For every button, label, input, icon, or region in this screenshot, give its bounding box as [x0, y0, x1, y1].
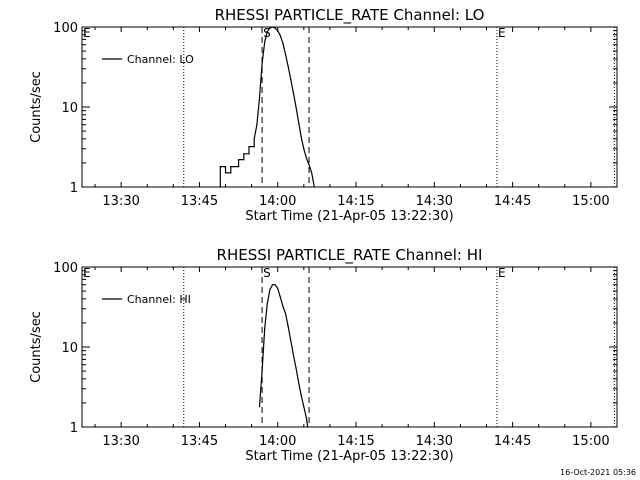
data-point [300, 394, 302, 396]
chart-title: RHESSI PARTICLE_RATE Channel: HI [217, 246, 483, 265]
data-point [292, 92, 294, 94]
x-tick-label: 14:00 [259, 194, 296, 209]
data-point [230, 166, 232, 168]
data-point [277, 287, 279, 289]
data-point [274, 284, 276, 286]
data-point [271, 284, 274, 286]
data-point [285, 54, 287, 56]
y-axis-label: Counts/sec [29, 71, 44, 143]
data-point [253, 146, 255, 148]
data-point [292, 354, 294, 356]
data-point [258, 97, 261, 99]
x-tick-label: 14:45 [494, 194, 531, 209]
data-point [238, 166, 240, 168]
data-point [279, 296, 281, 298]
data-point [305, 157, 307, 159]
data-point [295, 106, 297, 108]
x-tick-label: 13:30 [102, 434, 139, 449]
data-point [219, 186, 221, 188]
data-point [303, 148, 305, 150]
marker-e: E [498, 266, 506, 280]
data-point [219, 166, 221, 168]
x-tick-label: 14:00 [259, 434, 296, 449]
data-point [311, 172, 313, 174]
data-point [264, 328, 266, 330]
data-point [269, 289, 271, 291]
data-point [277, 30, 279, 32]
x-tick-label: 13:45 [181, 194, 218, 209]
data-point [238, 159, 240, 161]
x-tick-label: 14:45 [494, 434, 531, 449]
data-point [271, 26, 274, 28]
marker-e: E [498, 26, 506, 40]
marker-e: E [83, 266, 91, 280]
data-point [298, 381, 300, 384]
data-point [295, 367, 297, 369]
data-point [298, 121, 300, 123]
data-point [287, 326, 289, 328]
data-point [285, 313, 287, 315]
data-point [266, 30, 268, 32]
series-line [258, 284, 309, 428]
data-point [243, 153, 245, 155]
data-point [253, 138, 255, 140]
x-tick-label: 15:00 [572, 194, 609, 209]
x-tick-label: 14:30 [416, 194, 453, 209]
data-point [224, 166, 227, 168]
chart-title: RHESSI PARTICLE_RATE Channel: LO [215, 6, 485, 25]
data-point [313, 186, 315, 188]
data-point [264, 41, 266, 43]
data-point [258, 406, 261, 408]
data-point [256, 124, 258, 126]
plot-frame [81, 266, 618, 428]
chart-panel-hi: RHESSI PARTICLE_RATE Channel: HI 13:30 13:… [29, 246, 618, 464]
footer-timestamp: 16-Oct-2021 05:36 [560, 468, 636, 477]
data-point [290, 340, 292, 342]
legend-label: Channel: HI [127, 293, 191, 306]
data-point [248, 146, 250, 148]
data-point [266, 302, 268, 305]
data-point [300, 136, 302, 138]
y-tick-label: 100 [53, 261, 78, 276]
legend-label: Channel: LO [127, 53, 194, 66]
data-point [307, 426, 309, 428]
y-tick-label: 1 [70, 421, 78, 436]
data-point [303, 406, 305, 408]
chart-panel-lo: RHESSI PARTICLE_RATE Channel: LO 13:30 13:… [29, 6, 618, 224]
data-point [230, 172, 232, 174]
data-point [269, 27, 271, 29]
data-point [308, 164, 310, 166]
x-tick-label: 13:30 [102, 194, 139, 209]
data-point [248, 153, 250, 155]
x-tick-label: 14:30 [416, 434, 453, 449]
plot-frame [81, 26, 618, 188]
x-axis-label: Start Time (21-Apr-05 13:22:30) [245, 449, 453, 464]
series-line [219, 26, 315, 188]
x-tick-label: 14:15 [337, 434, 374, 449]
y-axis-label: Counts/sec [29, 311, 44, 383]
data-point [243, 159, 245, 161]
x-tick-label: 13:45 [181, 434, 218, 449]
marker-s: S [263, 266, 271, 280]
data-point [274, 27, 276, 29]
data-point [305, 417, 307, 419]
data-point [287, 66, 289, 68]
data-point [282, 43, 284, 45]
data-point [261, 370, 263, 372]
y-tick-label: 10 [61, 101, 78, 116]
data-point [282, 306, 284, 308]
y-tick-label: 1 [70, 181, 78, 196]
data-point [279, 35, 281, 37]
x-axis-label: Start Time (21-Apr-05 13:22:30) [245, 209, 453, 224]
y-tick-label: 100 [53, 21, 78, 36]
y-tick-label: 10 [61, 341, 78, 356]
x-tick-label: 14:15 [337, 194, 374, 209]
data-point [224, 172, 227, 174]
marker-e: E [83, 26, 91, 40]
data-point [261, 62, 263, 65]
data-point [290, 79, 292, 81]
x-tick-label: 15:00 [572, 434, 609, 449]
